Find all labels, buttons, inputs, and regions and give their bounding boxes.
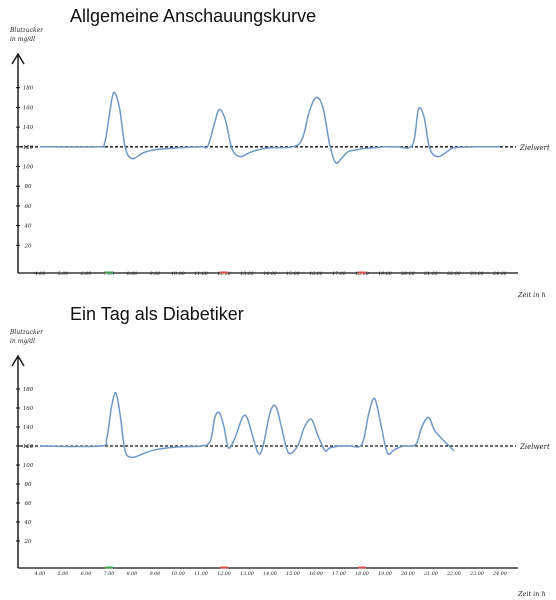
y-tick-label: 180 bbox=[23, 387, 34, 393]
y-tick-label: 60 bbox=[25, 204, 32, 210]
x-tick-label: 4.00 bbox=[34, 271, 46, 277]
x-tick-label: 17.00 bbox=[332, 271, 346, 277]
x-tick-label: 9.00 bbox=[150, 271, 161, 277]
target-label: Zielwert bbox=[519, 443, 550, 451]
y-tick-label: 160 bbox=[23, 406, 34, 412]
x-tick-label: 18.00 bbox=[355, 271, 369, 277]
x-tick-label: 7.00 bbox=[104, 271, 115, 277]
y-tick-label: 20 bbox=[24, 243, 32, 249]
x-tick-label: 12.00 bbox=[217, 271, 231, 277]
x-tick-label: 6.00 bbox=[81, 571, 92, 577]
y-axis-arrow bbox=[11, 354, 25, 367]
x-tick-label: 22.00 bbox=[446, 571, 461, 577]
x-tick-label: 13.00 bbox=[240, 571, 254, 577]
y-tick-label: 20 bbox=[24, 539, 32, 545]
y-axis-label: in mg/dl bbox=[10, 338, 35, 345]
x-tick-label: 21.00 bbox=[423, 271, 438, 277]
x-tick-label: 15.00 bbox=[286, 271, 300, 277]
chart-title: Ein Tag als Diabetiker bbox=[70, 304, 244, 324]
x-tick-label: 22.00 bbox=[446, 271, 461, 277]
blood-sugar-line bbox=[39, 91, 501, 164]
x-tick-label: 6.00 bbox=[81, 271, 92, 277]
x-tick-label: 4.00 bbox=[34, 571, 46, 577]
x-tick-label: 15.00 bbox=[286, 571, 300, 577]
y-axis-label: Blutzucker bbox=[9, 27, 44, 34]
x-tick-label: 12.00 bbox=[217, 571, 231, 577]
x-tick-label: 14.00 bbox=[263, 571, 277, 577]
y-tick-label: 100 bbox=[23, 165, 34, 171]
x-tick-label: 24.00 bbox=[492, 271, 507, 277]
y-tick-label: 180 bbox=[23, 86, 34, 92]
x-tick-label: 17.00 bbox=[332, 571, 346, 577]
x-tick-label: 19.00 bbox=[378, 271, 392, 277]
blood-sugar-line bbox=[39, 391, 455, 459]
x-tick-label: 13.00 bbox=[240, 271, 254, 277]
x-tick-label: 23.00 bbox=[469, 571, 484, 577]
y-tick-label: 40 bbox=[24, 224, 32, 230]
y-tick-label: 100 bbox=[23, 463, 34, 469]
y-tick-label: 120 bbox=[23, 444, 34, 450]
x-tick-label: 20.00 bbox=[400, 271, 415, 277]
x-axis-label: Zeit in h bbox=[517, 291, 546, 299]
x-tick-label: 5.00 bbox=[58, 271, 69, 277]
chart-title: Allgemeine Anschauungskurve bbox=[70, 6, 317, 26]
x-tick-label: 7.00 bbox=[104, 571, 115, 577]
x-tick-label: 16.00 bbox=[309, 571, 323, 577]
x-tick-label: 19.00 bbox=[378, 571, 392, 577]
x-tick-label: 8.00 bbox=[127, 271, 138, 277]
y-axis-label: in mg/dl bbox=[10, 36, 35, 43]
y-tick-label: 80 bbox=[25, 184, 32, 190]
y-tick-label: 60 bbox=[25, 501, 32, 507]
x-tick-label: 10.00 bbox=[171, 571, 185, 577]
x-tick-label: 8.00 bbox=[127, 571, 138, 577]
x-tick-label: 10.00 bbox=[171, 271, 185, 277]
y-tick-label: 140 bbox=[23, 125, 34, 131]
x-tick-label: 24.00 bbox=[492, 571, 507, 577]
x-tick-label: 23.00 bbox=[469, 271, 484, 277]
x-tick-label: 20.00 bbox=[400, 571, 415, 577]
y-axis-arrow bbox=[11, 52, 25, 65]
y-axis-label: Blutzucker bbox=[9, 329, 44, 336]
x-tick-label: 9.00 bbox=[150, 571, 161, 577]
x-tick-label: 21.00 bbox=[423, 571, 438, 577]
x-tick-label: 16.00 bbox=[309, 271, 323, 277]
x-tick-label: 14.00 bbox=[263, 271, 277, 277]
x-tick-label: 11.00 bbox=[194, 271, 208, 277]
y-tick-label: 40 bbox=[24, 520, 32, 526]
x-tick-label: 18.00 bbox=[355, 571, 369, 577]
target-label: Zielwert bbox=[519, 144, 550, 152]
y-tick-label: 160 bbox=[23, 105, 34, 111]
y-tick-label: 140 bbox=[23, 425, 34, 431]
x-tick-label: 11.00 bbox=[194, 571, 208, 577]
x-tick-label: 5.00 bbox=[58, 571, 69, 577]
x-axis-label: Zeit in h bbox=[517, 590, 546, 598]
y-tick-label: 120 bbox=[23, 145, 34, 151]
y-tick-label: 80 bbox=[25, 482, 32, 488]
